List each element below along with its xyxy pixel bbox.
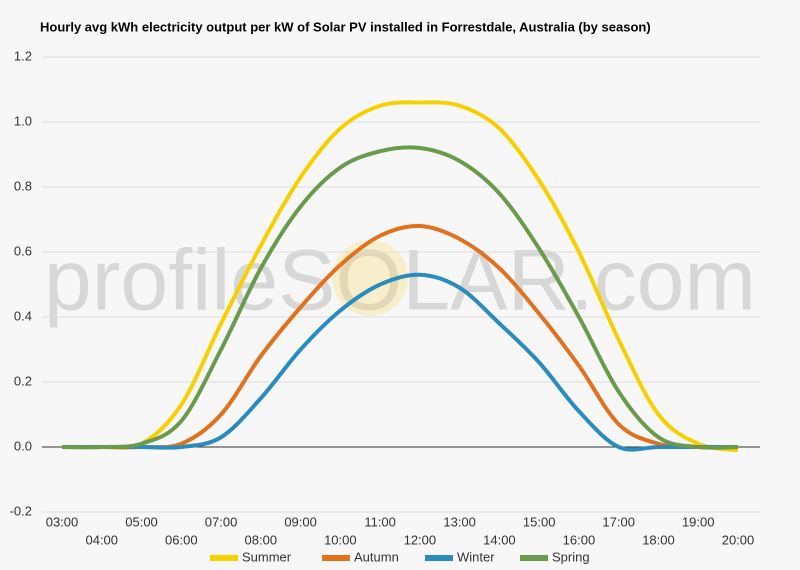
- watermark: profileSOLAR.com: [44, 233, 756, 329]
- legend-label: Winter: [457, 549, 495, 564]
- legend-swatch: [210, 555, 238, 561]
- legend-swatch: [322, 555, 350, 561]
- y-tick-label: 0.0: [14, 438, 32, 453]
- x-tick-label: 04:00: [85, 532, 118, 547]
- x-tick-label: 06:00: [165, 532, 198, 547]
- x-tick-label: 09:00: [284, 514, 317, 529]
- x-tick-label: 13:00: [443, 514, 476, 529]
- y-tick-label: 1.0: [14, 113, 32, 128]
- legend-label: Summer: [242, 549, 292, 564]
- x-tick-label: 15:00: [523, 514, 556, 529]
- series-line: [62, 272, 738, 452]
- x-tick-label: 20:00: [722, 532, 755, 547]
- x-tick-label: 16:00: [563, 532, 596, 547]
- x-tick-label: 10:00: [324, 532, 357, 547]
- y-tick-label: 1.2: [14, 48, 32, 63]
- series-line: [61, 145, 739, 450]
- x-tick-label: 03:00: [46, 514, 79, 529]
- legend-label: Spring: [552, 549, 590, 564]
- x-tick-label: 12:00: [404, 532, 437, 547]
- y-tick-label: 0.8: [14, 178, 32, 193]
- legend-swatch: [520, 555, 548, 561]
- legend-label: Autumn: [354, 549, 399, 564]
- series-line: [62, 223, 739, 450]
- series-line: [61, 100, 739, 453]
- y-tick-label: 0.2: [14, 373, 32, 388]
- x-tick-label: 14:00: [483, 532, 516, 547]
- y-tick-label: 0.6: [14, 243, 32, 258]
- watermark-sun: [332, 240, 408, 316]
- x-tick-label: 08:00: [245, 532, 278, 547]
- chart-title: Hourly avg kWh electricity output per kW…: [40, 19, 651, 34]
- x-tick-label: 17:00: [602, 514, 635, 529]
- x-tick-label: 18:00: [642, 532, 675, 547]
- x-tick-label: 19:00: [682, 514, 715, 529]
- x-tick-label: 07:00: [205, 514, 238, 529]
- y-tick-label: 0.4: [14, 308, 32, 323]
- legend-swatch: [425, 555, 453, 561]
- y-tick-label: -0.2: [10, 503, 32, 518]
- x-tick-label: 05:00: [125, 514, 158, 529]
- x-tick-label: 11:00: [364, 514, 396, 529]
